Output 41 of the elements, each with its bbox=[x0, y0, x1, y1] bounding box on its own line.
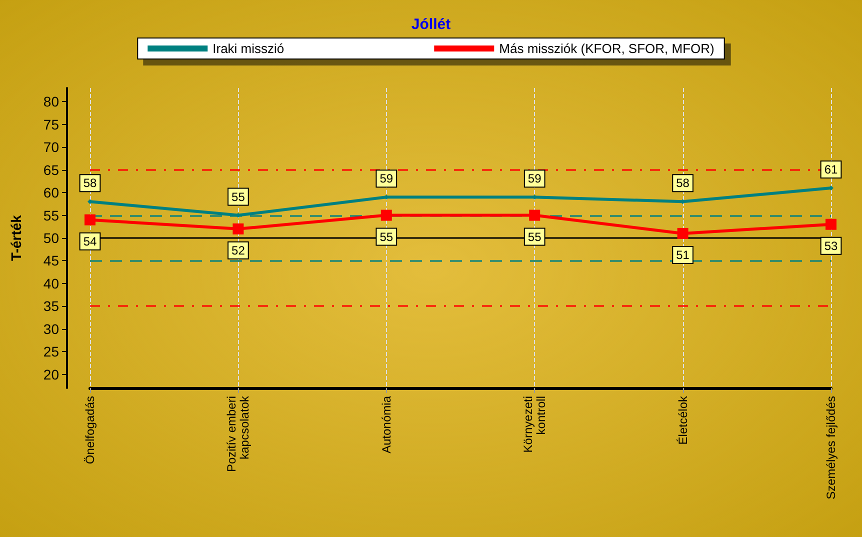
y-tick-label: 20 bbox=[43, 366, 60, 382]
y-tick-label: 75 bbox=[43, 116, 60, 132]
y-tick-label: 50 bbox=[43, 230, 60, 246]
data-label: 55 bbox=[528, 230, 542, 244]
point bbox=[232, 223, 244, 234]
y-tick-label: 30 bbox=[43, 320, 60, 337]
data-label: 59 bbox=[380, 172, 394, 186]
x-tick-label: Személyes fejlődés bbox=[824, 396, 838, 500]
point bbox=[677, 228, 688, 239]
y-tick-label: 25 bbox=[43, 344, 60, 360]
y-tick-label: 55 bbox=[43, 207, 60, 224]
point bbox=[380, 210, 392, 221]
point bbox=[84, 214, 96, 226]
x-tick-label: Életcélok bbox=[676, 395, 690, 445]
y-tick-label: 35 bbox=[43, 298, 60, 314]
data-label: 61 bbox=[824, 162, 838, 176]
y-tick-label: 80 bbox=[43, 94, 60, 110]
y-tick-label: 45 bbox=[43, 252, 60, 269]
legend-label: Más missziók (KFOR, SFOR, MFOR) bbox=[499, 41, 714, 56]
data-label: 58 bbox=[676, 176, 690, 190]
x-tick-label: Önelfogadás bbox=[83, 396, 97, 464]
y-tick-label: 40 bbox=[43, 275, 60, 292]
y-axis-title: T-érték bbox=[8, 214, 24, 261]
x-tick-label: Környezeti kontroll bbox=[521, 396, 548, 453]
chart-title: Jóllét bbox=[411, 16, 451, 33]
data-label: 53 bbox=[824, 238, 838, 253]
data-label: 54 bbox=[83, 234, 97, 248]
data-label: 58 bbox=[83, 176, 97, 190]
y-tick-label: 65 bbox=[43, 162, 60, 178]
point bbox=[529, 210, 540, 221]
x-tick-label: Autonómia bbox=[379, 396, 394, 454]
data-label: 55 bbox=[232, 190, 246, 204]
data-label: 52 bbox=[232, 243, 246, 258]
x-tick-label: Pozitív emberi kapcsolatok bbox=[224, 395, 252, 472]
point bbox=[826, 218, 836, 230]
y-tick-label: 60 bbox=[43, 184, 60, 201]
data-label: 59 bbox=[528, 172, 542, 186]
y-tick-label: 70 bbox=[43, 139, 60, 156]
legend-label: Iraki misszió bbox=[212, 41, 284, 56]
data-label: 55 bbox=[380, 230, 394, 244]
data-label: 51 bbox=[676, 248, 690, 262]
